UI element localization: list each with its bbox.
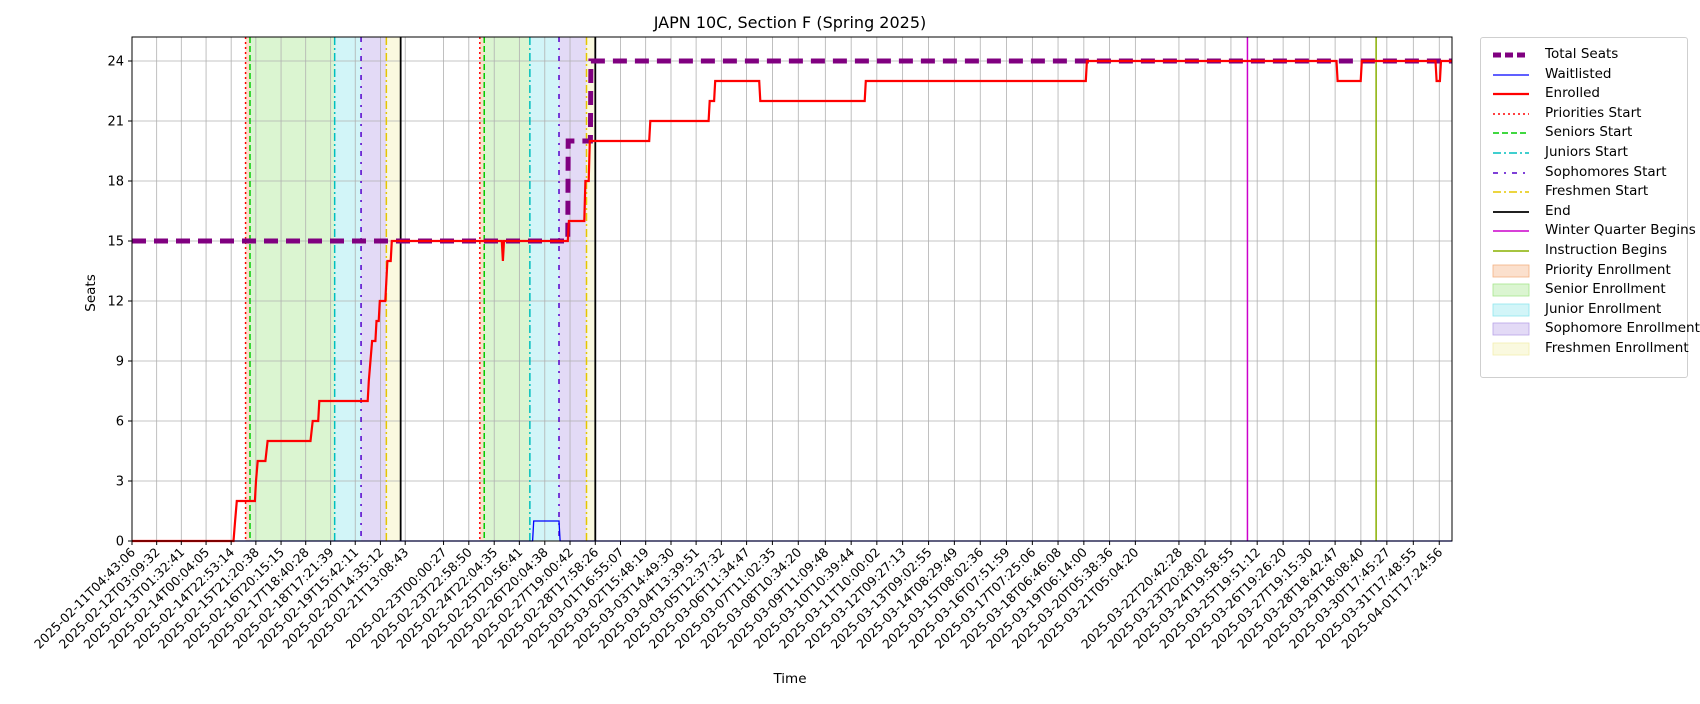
legend-swatch-graphic: [1492, 283, 1530, 297]
chart-title: JAPN 10C, Section F (Spring 2025): [653, 13, 927, 32]
legend-swatch: [1489, 145, 1533, 159]
legend-swatch: [1489, 106, 1533, 120]
legend-swatch: [1489, 184, 1533, 198]
legend-swatch-graphic: [1493, 132, 1529, 135]
legend-swatch: [1489, 243, 1533, 257]
legend-label: Total Seats: [1545, 46, 1619, 62]
legend-label: Senior Enrollment: [1545, 281, 1666, 298]
legend-swatch-graphic: [1492, 264, 1530, 277]
x-axis-ticks: 2025-02-11T04:43:062025-02-12T03:09:3220…: [31, 541, 1445, 652]
shaded-region: [334, 37, 362, 541]
legend-swatch: [1489, 302, 1533, 317]
y-tick-label: 18: [107, 175, 124, 190]
legend-patch: [1492, 283, 1530, 297]
legend-item: Sophomores Start: [1489, 162, 1667, 182]
legend-swatch-graphic: [1493, 73, 1529, 76]
legend-swatch-graphic: [1492, 303, 1530, 317]
legend-swatch-graphic: [1492, 342, 1530, 356]
shaded-region: [361, 37, 387, 541]
y-tick-label: 3: [116, 475, 124, 490]
legend-swatch-graphic: [1493, 113, 1529, 115]
legend-label: Instruction Begins: [1545, 242, 1668, 258]
legend-patch: [1492, 264, 1530, 277]
legend-item: Winter Quarter Begins: [1489, 220, 1696, 240]
legend-swatch: [1489, 341, 1533, 356]
event-lines: [244, 37, 1377, 541]
legend-item: Freshmen Start: [1489, 181, 1648, 201]
legend-item: End: [1489, 201, 1571, 221]
legend-swatch-graphic: [1493, 52, 1529, 58]
legend-swatch: [1489, 67, 1533, 81]
y-tick-label: 21: [107, 115, 124, 130]
legend-swatch: [1489, 321, 1533, 336]
y-axis-ticks: 0 3 6 9 12 15 18 21 24: [107, 55, 132, 550]
legend-swatch-graphic: [1492, 322, 1530, 336]
legend-patch: [1492, 342, 1530, 356]
legend-swatch: [1489, 165, 1533, 179]
legend-item: Total Seats: [1489, 44, 1618, 64]
legend-swatch: [1489, 47, 1533, 61]
legend-label: Freshmen Enrollment: [1545, 340, 1689, 356]
shaded-region: [484, 37, 530, 541]
shaded-region: [586, 37, 596, 541]
y-axis-label: Seats: [83, 274, 99, 311]
legend-swatch-graphic: [1493, 230, 1529, 233]
legend-label: Juniors Start: [1545, 144, 1628, 160]
legend-swatch: [1489, 263, 1533, 277]
legend-item: Enrolled: [1489, 83, 1600, 103]
shaded-region: [386, 37, 401, 541]
legend-swatch-graphic: [1493, 152, 1529, 154]
legend-swatch-graphic: [1493, 210, 1529, 213]
legend-item: Junior Enrollment: [1489, 299, 1661, 319]
y-tick-label: 9: [116, 355, 124, 370]
y-tick-label: 0: [116, 535, 124, 550]
series-line: [132, 59, 1452, 543]
y-tick-label: 15: [107, 235, 124, 250]
legend-item: Freshmen Enrollment: [1489, 338, 1689, 358]
shaded-region: [249, 37, 335, 541]
legend-item: Juniors Start: [1489, 142, 1628, 162]
legend-item: Waitlisted: [1489, 64, 1612, 84]
legend-item: Seniors Start: [1489, 122, 1632, 142]
legend-swatch: [1489, 223, 1533, 237]
legend-item: Sophomore Enrollment: [1489, 318, 1700, 338]
shaded-region: [245, 37, 250, 541]
legend-label: Enrolled: [1545, 85, 1600, 102]
legend-label: Seniors Start: [1545, 124, 1633, 141]
legend-label: Sophomores Start: [1545, 163, 1667, 180]
legend-patch: [1492, 322, 1530, 336]
y-tick-label: 12: [107, 295, 124, 310]
x-axis-label: Time: [772, 671, 806, 687]
legend-patch: [1492, 303, 1530, 317]
shaded-region: [479, 37, 485, 541]
legend-swatch-graphic: [1493, 191, 1529, 193]
plot-frame: [131, 36, 1453, 542]
chart-legend: Total Seats Waitlisted Enrolled Priorities …: [1480, 37, 1700, 378]
shaded-regions: [245, 37, 596, 541]
legend-label: End: [1545, 202, 1571, 219]
y-tick-label: 24: [107, 55, 124, 70]
shaded-region: [559, 37, 587, 541]
legend-label: Junior Enrollment: [1545, 300, 1662, 317]
legend-swatch-graphic: [1493, 93, 1529, 96]
legend-label: Winter Quarter Begins: [1545, 222, 1696, 239]
legend-item: Instruction Begins: [1489, 240, 1667, 260]
legend-swatch-graphic: [1493, 171, 1529, 174]
legend-label: Freshmen Start: [1545, 183, 1649, 200]
y-tick-label: 6: [116, 415, 124, 430]
legend-swatch: [1489, 86, 1533, 100]
legend-swatch: [1489, 282, 1533, 297]
legend-label: Priorities Start: [1545, 104, 1642, 121]
legend-swatch: [1489, 204, 1533, 218]
legend-label: Sophomore Enrollment: [1545, 320, 1700, 337]
legend-swatch-graphic: [1493, 250, 1529, 252]
legend-item: Priorities Start: [1489, 103, 1641, 123]
legend-item: Senior Enrollment: [1489, 279, 1666, 299]
legend-item: Priority Enrollment: [1489, 260, 1671, 280]
legend-label: Waitlisted: [1545, 65, 1612, 82]
legend-swatch: [1489, 125, 1533, 139]
legend-label: Priority Enrollment: [1545, 261, 1671, 278]
